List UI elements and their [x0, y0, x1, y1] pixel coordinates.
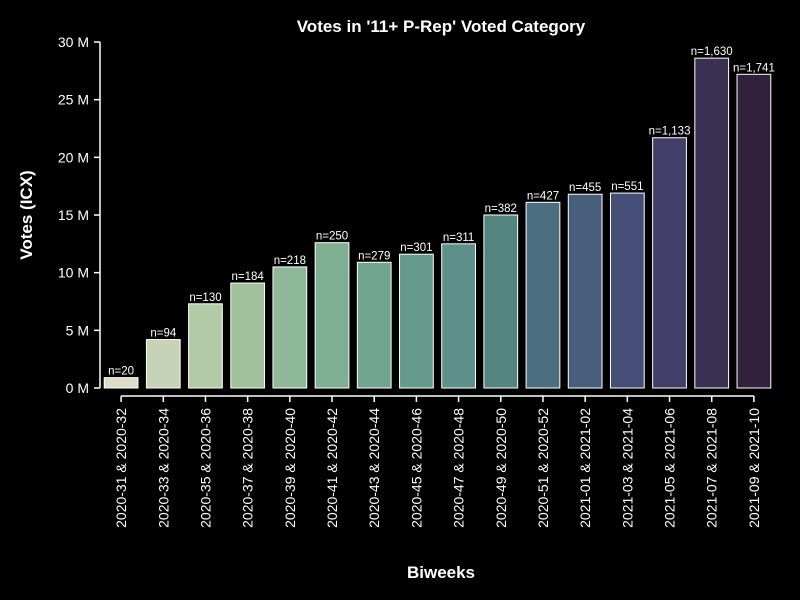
data-label: n=130	[189, 292, 221, 304]
y-axis: 0 M 5 M 10 M 15 M 20 M 25 M 30 M	[58, 34, 101, 396]
bar	[188, 303, 223, 389]
x-tick-label: 2021-01 & 2021-02	[577, 408, 593, 528]
x-tick-label: 2020-43 & 2020-44	[366, 408, 382, 528]
y-tick-label: 20 M	[58, 149, 89, 165]
bars	[103, 57, 772, 389]
y-tick-label: 5 M	[66, 322, 89, 338]
y-axis-label: Votes (ICX)	[17, 170, 36, 259]
data-label: n=551	[611, 181, 643, 193]
data-labels: n=20 n=94 n=130 n=184 n=218 n=250 n=279 n=301 n=…	[108, 46, 775, 377]
x-tick-label: 2020-51 & 2020-52	[535, 408, 551, 528]
x-tick-label: 2020-37 & 2020-38	[240, 408, 256, 528]
bar	[145, 339, 181, 389]
data-label: n=218	[274, 255, 306, 267]
x-tick-label: 2020-41 & 2020-42	[324, 408, 340, 528]
bar	[567, 193, 603, 389]
data-label: n=427	[527, 190, 559, 202]
x-tick-label: 2020-49 & 2020-50	[493, 408, 509, 528]
x-tick-label: 2021-07 & 2021-08	[704, 408, 720, 528]
data-label: n=382	[485, 203, 517, 215]
x-tick-label: 2020-35 & 2020-36	[197, 408, 213, 528]
bar	[272, 266, 308, 389]
y-tick-label: 0 M	[66, 380, 89, 396]
data-label: n=311	[443, 232, 474, 244]
bar	[356, 261, 392, 389]
x-axis-label: Biweeks	[407, 563, 475, 582]
data-label: n=20	[108, 366, 134, 378]
data-label: n=301	[400, 242, 432, 254]
bar	[609, 192, 645, 389]
x-tick-label: 2020-33 & 2020-34	[155, 408, 171, 528]
data-label: n=1,741	[733, 62, 775, 74]
data-label: n=1,133	[649, 126, 691, 138]
y-tick-label: 15 M	[58, 207, 89, 223]
x-tick-label: 2021-09 & 2021-10	[746, 408, 762, 528]
bar	[103, 377, 139, 389]
y-tick-label: 10 M	[58, 265, 89, 281]
x-tick-label: 2020-47 & 2020-48	[451, 408, 467, 528]
y-tick-label: 30 M	[58, 34, 89, 50]
x-tick-label: 2020-45 & 2020-46	[408, 408, 424, 528]
bar	[483, 214, 519, 389]
bar	[399, 253, 434, 389]
bar	[525, 201, 561, 389]
bar	[314, 242, 350, 389]
x-tick-label: 2021-05 & 2021-06	[662, 408, 678, 528]
bar	[694, 57, 730, 389]
bar	[441, 243, 476, 389]
bar	[652, 137, 687, 389]
data-label: n=94	[150, 328, 177, 340]
data-label: n=250	[316, 231, 348, 243]
y-tick-label: 25 M	[58, 92, 89, 108]
data-label: n=1,630	[691, 46, 733, 58]
data-label: n=279	[358, 250, 390, 262]
chart-title: Votes in '11+ P-Rep' Voted Category	[297, 17, 586, 36]
bar	[736, 73, 772, 389]
x-axis: 2020-31 & 2020-32 2020-33 & 2020-34 2020-3…	[113, 395, 762, 528]
data-label: n=184	[232, 271, 265, 283]
x-tick-label: 2020-39 & 2020-40	[282, 408, 298, 528]
bar	[230, 282, 266, 389]
x-tick-label: 2020-31 & 2020-32	[113, 408, 129, 528]
data-label: n=455	[569, 182, 601, 194]
x-tick-label: 2021-03 & 2021-04	[619, 408, 635, 528]
